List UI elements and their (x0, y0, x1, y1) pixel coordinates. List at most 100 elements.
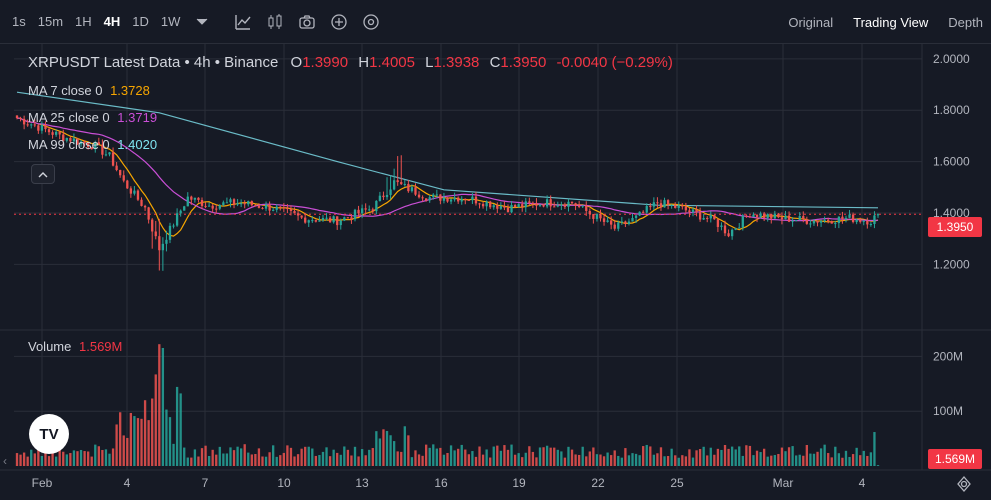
timeframe-15m[interactable]: 15m (37, 14, 64, 29)
collapse-legend-button[interactable] (31, 164, 55, 184)
volume-bars-layer (15, 344, 880, 466)
volume-bar (802, 455, 805, 466)
candle-body (183, 206, 186, 211)
candle-body (695, 209, 698, 213)
settings-icon[interactable] (360, 11, 382, 33)
candle-body (33, 124, 36, 126)
timeframe-1w[interactable]: 1W (160, 14, 181, 29)
candle-body (730, 229, 734, 237)
volume-bar (567, 446, 570, 466)
indicators-icon[interactable] (232, 11, 254, 33)
candle-body (154, 231, 157, 237)
candle-body (567, 201, 570, 207)
tradingview-logo[interactable]: TV (29, 414, 69, 454)
volume-bar (311, 448, 314, 466)
timeframe-1d[interactable]: 1D (132, 14, 149, 29)
volume-bar (87, 451, 90, 466)
candle-body (464, 198, 467, 200)
candle-body (752, 214, 755, 218)
candle-body (236, 203, 239, 205)
candle-body (677, 205, 680, 208)
candle-body (770, 214, 773, 219)
volume-bar (94, 444, 97, 466)
candle-body (645, 205, 648, 213)
candle-body (197, 197, 200, 201)
candle-body (193, 197, 197, 200)
candle-body (87, 143, 90, 148)
volume-bar (467, 454, 471, 466)
volume-bar (531, 451, 535, 466)
high-value: 1.4005 (369, 54, 415, 71)
volume-bar (610, 455, 613, 466)
candle-body (311, 220, 314, 222)
time-tick-label: 4 (124, 476, 131, 490)
candle-body (741, 215, 744, 228)
candle-body (318, 220, 321, 222)
candle-body (264, 204, 268, 209)
candle-body (592, 214, 595, 219)
volume-bar (642, 446, 645, 466)
timeframe-1h[interactable]: 1H (75, 14, 92, 29)
volume-bar (332, 449, 335, 466)
time-tick-label: 10 (277, 476, 291, 490)
candle-body (119, 170, 122, 176)
candle-body (179, 210, 182, 214)
volume-bar (54, 456, 58, 466)
candle-body (272, 209, 275, 211)
volume-bar (727, 448, 730, 466)
volume-bar (563, 457, 567, 466)
volume-bar (243, 444, 246, 466)
view-trading-view[interactable]: Trading View (853, 14, 929, 30)
candle-body (738, 227, 741, 229)
candle-body (328, 217, 332, 223)
view-depth[interactable]: Depth (948, 14, 983, 30)
ma99-legend: MA 99 close 0 1.4020 (28, 137, 157, 152)
candle-body (762, 213, 766, 218)
candle-body (780, 217, 784, 220)
volume-bar (190, 457, 193, 466)
volume-bar (446, 452, 449, 466)
candle-body (745, 215, 748, 217)
candle-body (784, 215, 787, 220)
volume-bar (745, 445, 748, 466)
volume-bar (706, 455, 709, 466)
candle-body (279, 206, 282, 208)
chart-type-icon[interactable] (264, 11, 286, 33)
volume-bar (321, 451, 325, 466)
candle-body (200, 200, 204, 206)
chart-settings-icon[interactable] (953, 473, 975, 495)
candle-body (851, 214, 855, 223)
volume-tick-label: 200M (933, 349, 963, 363)
volume-bar (239, 448, 243, 466)
candle-body (535, 202, 538, 206)
volume-bar (400, 451, 403, 466)
volume-bar (389, 435, 392, 466)
time-tick-label: 13 (355, 476, 369, 490)
volume-bar (770, 455, 773, 466)
add-icon[interactable] (328, 11, 350, 33)
volume-bar (698, 449, 702, 466)
volume-bar (432, 444, 435, 466)
volume-bar (83, 451, 86, 466)
candle-body (389, 189, 392, 195)
candle-body (421, 197, 424, 199)
volume-bar (851, 454, 855, 466)
volume-bar (755, 450, 759, 466)
volume-bar (841, 457, 844, 466)
volume-bar (222, 453, 225, 466)
price-tick-label: 1.6000 (933, 155, 970, 169)
volume-bar (702, 446, 705, 466)
timeframe-4h[interactable]: 4H (103, 14, 121, 29)
volume-bar (620, 457, 623, 466)
camera-icon[interactable] (296, 11, 318, 33)
view-original[interactable]: Original (788, 14, 834, 30)
timeframe-1s[interactable]: 1s (12, 14, 26, 29)
volume-bar (577, 454, 581, 466)
volume-bar (496, 445, 499, 466)
chevron-down-icon[interactable] (191, 11, 213, 33)
volume-bar (777, 453, 780, 466)
candle-body (492, 205, 495, 208)
scroll-left-handle[interactable]: ‹ (3, 454, 7, 468)
candle-body (439, 194, 442, 201)
